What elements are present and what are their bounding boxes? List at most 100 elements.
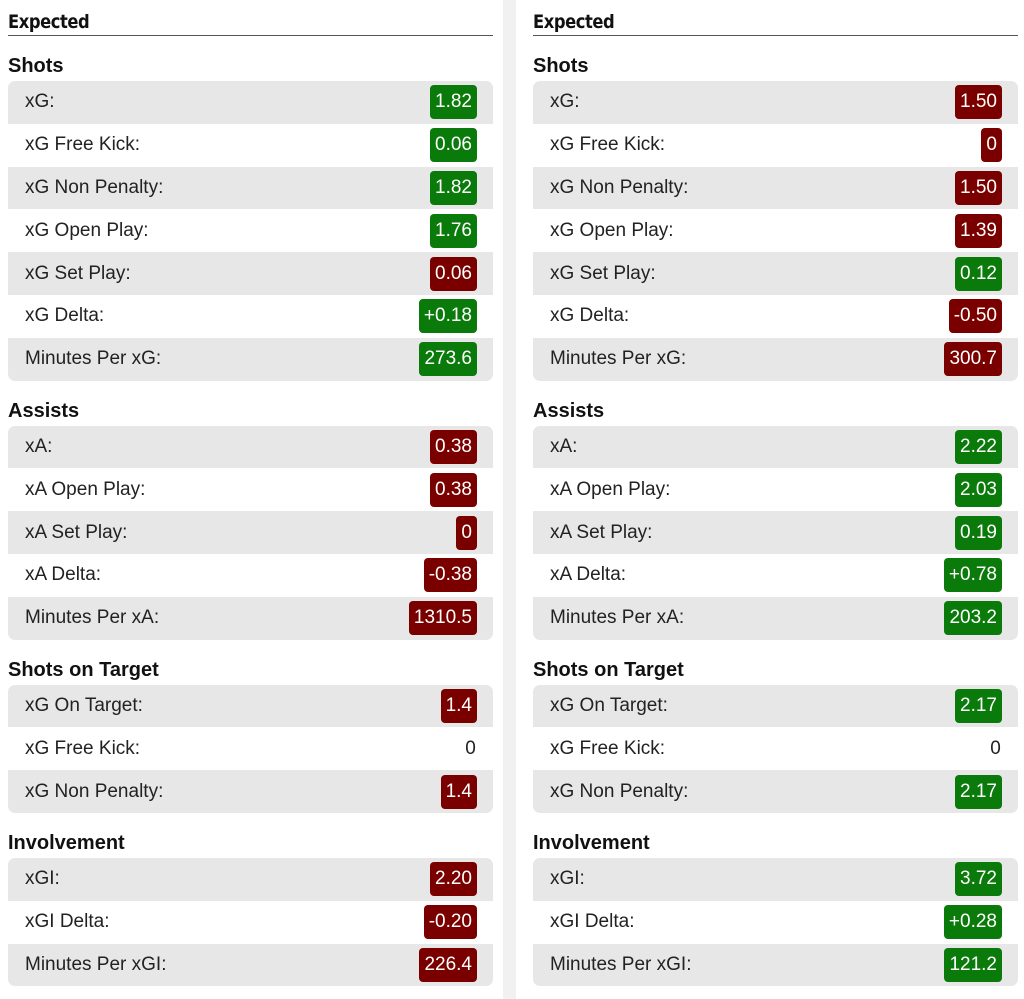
stat-label: xA Delta: xyxy=(25,564,102,586)
stat-value-badge: 2.03 xyxy=(955,472,1002,507)
stat-row: xG Non Penalty: 2.17 xyxy=(533,770,1018,813)
stat-label: xG Non Penalty: xyxy=(25,176,164,198)
stat-label: xG On Target: xyxy=(25,694,143,716)
stat-value-badge: 0.19 xyxy=(955,515,1002,550)
stat-label: xG Open Play: xyxy=(25,219,149,241)
section-title: Involvement xyxy=(533,831,650,854)
stat-value-badge: -0.38 xyxy=(423,558,477,593)
stat-value-badge: 1.39 xyxy=(955,213,1002,248)
stat-label: xG: xyxy=(25,91,55,113)
stat-value-badge: 2.17 xyxy=(955,688,1002,723)
stat-value-badge: 0 xyxy=(456,515,477,550)
stat-row: xG: 1.82 xyxy=(8,81,493,124)
stat-label: xG Set Play: xyxy=(550,262,656,284)
stat-row: xGI Delta: +0.28 xyxy=(533,900,1018,944)
stat-label: xG Free Kick: xyxy=(25,134,141,156)
stat-label: xA Set Play: xyxy=(550,521,653,543)
section-title: Assists xyxy=(533,399,605,422)
panel-header-label: Expected xyxy=(533,11,615,33)
stat-row: Minutes Per xG: 300.7 xyxy=(533,337,1018,381)
stats-table: xG On Target: 2.17 xG Free Kick: 0 xG Non Pe… xyxy=(533,684,1018,813)
stat-value-badge: 1.50 xyxy=(955,85,1002,120)
stat-row: Minutes Per xA: 203.2 xyxy=(533,596,1018,640)
stat-value-badge: 2.20 xyxy=(430,862,477,897)
stat-row: xA: 2.22 xyxy=(533,425,1018,469)
stat-row: Minutes Per xG: 273.6 xyxy=(8,337,493,381)
stat-label: xGI: xyxy=(25,868,60,890)
stat-value-badge: 3.72 xyxy=(955,862,1002,897)
section-shots-on-target: Shots on Target xG On Target: 1.4 xG Free K… xyxy=(8,640,493,813)
stat-row: xG: 1.50 xyxy=(533,81,1018,124)
stat-label: xG Non Penalty: xyxy=(550,780,689,802)
section-title: Shots on Target xyxy=(533,658,684,681)
stat-row: xG Set Play: 0.12 xyxy=(533,252,1018,295)
stat-row: Minutes Per xA: 1310.5 xyxy=(8,596,493,640)
stat-row: xA Set Play: 0 xyxy=(8,511,493,554)
stat-row: xG Delta: +0.18 xyxy=(8,294,493,338)
stat-label: xA Open Play: xyxy=(550,478,671,500)
stat-label: xA: xyxy=(550,435,578,457)
section-involvement: Involvement xGI: 2.20 xGI Delta: -0.20 Minute… xyxy=(8,813,493,987)
stat-value-badge: 226.4 xyxy=(419,947,477,982)
section-title: Shots on Target xyxy=(8,658,159,681)
stat-row: xG Free Kick: 0 xyxy=(8,727,493,771)
panel-header-label: Expected xyxy=(8,11,90,33)
panel-header: Expected xyxy=(533,0,1018,36)
stat-row: Minutes Per xGI: 121.2 xyxy=(533,943,1018,987)
stat-value-badge: 1310.5 xyxy=(408,601,477,636)
stat-value-badge: +0.18 xyxy=(418,299,477,334)
stat-row: xA Open Play: 2.03 xyxy=(533,468,1018,512)
stat-value-badge: 2.22 xyxy=(955,429,1002,464)
stat-value-badge: 1.82 xyxy=(430,85,477,120)
stat-value-badge: 1.76 xyxy=(430,213,477,248)
stat-value-badge: +0.78 xyxy=(943,558,1002,593)
stat-row: xG Free Kick: 0.06 xyxy=(8,123,493,167)
section-assists: Assists xA: 0.38 xA Open Play: 0.38 xA Set Pl… xyxy=(8,381,493,640)
stat-row: xG Non Penalty: 1.50 xyxy=(533,166,1018,210)
stats-table: xG: 1.50 xG Free Kick: 0 xG Non Penalty: 1.50… xyxy=(533,81,1018,381)
stat-label: Minutes Per xGI: xyxy=(550,953,692,975)
stat-label: xA Open Play: xyxy=(25,478,146,500)
stat-row: Minutes Per xGI: 226.4 xyxy=(8,943,493,987)
stat-value-badge: -0.20 xyxy=(423,905,477,940)
stat-value-badge: 0 xyxy=(465,737,476,759)
stat-label: xA: xyxy=(25,435,53,457)
stat-label: Minutes Per xG: xyxy=(550,348,687,370)
stat-value-badge: 1.4 xyxy=(440,774,477,809)
stat-label: xGI Delta: xyxy=(550,911,635,933)
stat-label: Minutes Per xA: xyxy=(550,607,685,629)
stat-row: xG On Target: 2.17 xyxy=(533,684,1018,728)
stat-value-badge: 300.7 xyxy=(944,342,1002,377)
stat-label: xA Delta: xyxy=(550,564,627,586)
stat-label: xG Non Penalty: xyxy=(25,780,164,802)
section-involvement: Involvement xGI: 3.72 xGI Delta: +0.28 Minute… xyxy=(533,813,1018,987)
stat-row: xG Delta: -0.50 xyxy=(533,294,1018,338)
section-shots-on-target: Shots on Target xG On Target: 2.17 xG Free … xyxy=(533,640,1018,813)
stat-row: xG Free Kick: 0 xyxy=(533,123,1018,167)
stat-value-badge: 273.6 xyxy=(419,342,477,377)
stat-row: xA Open Play: 0.38 xyxy=(8,468,493,512)
stat-value-badge: 1.4 xyxy=(440,688,477,723)
section-title: Involvement xyxy=(8,831,125,854)
stat-label: Minutes Per xA: xyxy=(25,607,160,629)
column-divider xyxy=(503,0,516,999)
stat-label: xG Open Play: xyxy=(550,219,674,241)
stats-table: xA: 0.38 xA Open Play: 0.38 xA Set Play: 0 xA … xyxy=(8,425,493,640)
stat-value-badge: 0 xyxy=(981,128,1002,163)
stat-label: xG Delta: xyxy=(25,305,105,327)
expected-panel-left: Expected Shots xG: 1.82 xG Free Kick: 0.06 xG … xyxy=(8,0,493,987)
section-title: Shots xyxy=(8,55,64,77)
stat-row: xG Non Penalty: 1.4 xyxy=(8,770,493,813)
stat-label: xGI: xyxy=(550,868,585,890)
stat-row: xG Free Kick: 0 xyxy=(533,727,1018,771)
stat-label: xG On Target: xyxy=(550,694,668,716)
stat-value-badge: 2.17 xyxy=(955,774,1002,809)
stat-label: xG: xyxy=(550,91,580,113)
stat-label: xG Free Kick: xyxy=(550,134,666,156)
stat-value-badge: 1.82 xyxy=(430,170,477,205)
stats-table: xG: 1.82 xG Free Kick: 0.06 xG Non Penalty: 1… xyxy=(8,81,493,381)
stat-row: xA Delta: +0.78 xyxy=(533,553,1018,597)
stat-value-badge: 0.38 xyxy=(430,429,477,464)
stat-row: xA Delta: -0.38 xyxy=(8,553,493,597)
stat-label: xG Free Kick: xyxy=(25,737,141,759)
